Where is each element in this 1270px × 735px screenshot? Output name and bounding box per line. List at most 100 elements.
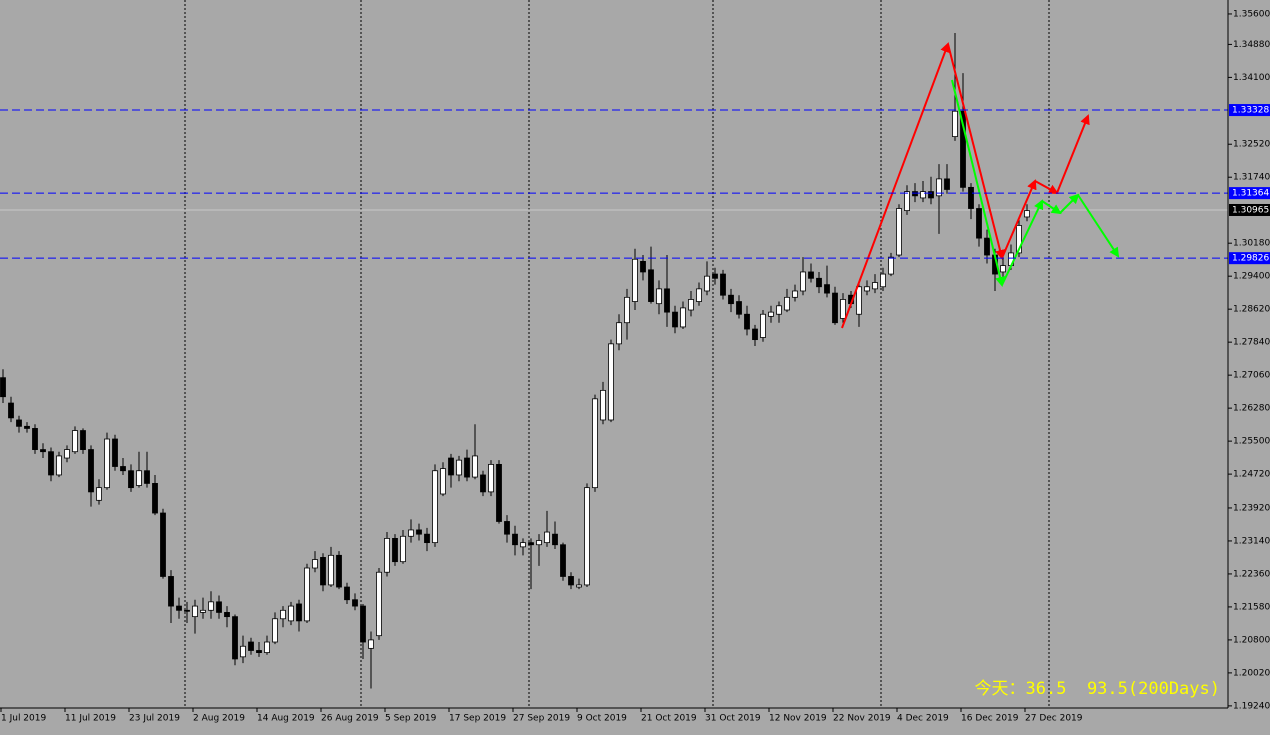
y-tick-label: 1.27060 [1233,371,1270,381]
candle-body [104,438,110,489]
candle-body [688,299,694,311]
candle-body [1016,225,1022,254]
candle-body [584,487,590,586]
green-arrow [951,79,1005,287]
y-tick-label: 1.25500 [1233,437,1270,447]
red-arrow [1056,114,1090,194]
candle-body [336,554,342,588]
candle-body [448,457,454,476]
candle-body [936,178,942,197]
level-box [1229,187,1270,200]
candle-body [928,191,934,199]
candle-body [976,208,982,239]
candle-body [640,260,646,273]
candle-body [352,599,358,607]
candle-body [360,605,366,643]
candle-body [128,470,134,489]
candle-body [48,451,54,476]
y-tick-label: 1.29400 [1233,272,1270,282]
candle-body [304,567,310,622]
green-arrow [1001,199,1044,286]
y-tick-label: 1.31740 [1233,173,1270,183]
candle-body [824,284,830,294]
candle-body [896,208,902,256]
x-tick-label: 11 Jul 2019 [65,714,116,724]
candle-body [72,430,78,453]
candle-body [416,529,422,535]
candle-body [368,639,374,649]
candle-body [728,294,734,305]
y-tick-label: 1.23920 [1233,503,1270,513]
candle-body [952,110,958,138]
y-tick-label: 1.20020 [1233,668,1270,678]
candle-body [736,301,742,315]
candle-body [696,288,702,302]
x-tick-label: 5 Sep 2019 [385,714,437,724]
candle-body [216,601,222,613]
candle-body [296,603,302,622]
y-tick-label: 1.19240 [1233,701,1270,711]
candle-body [792,290,798,298]
candle-body [776,305,782,315]
candle-body [424,533,430,544]
candle-body [632,258,638,302]
red-arrow [947,43,1005,260]
candle-body [240,645,246,658]
candle-body [520,542,526,548]
level-label: 1.31364 [1232,189,1269,199]
level-label: 1.29826 [1232,254,1269,264]
candle-body [568,576,574,586]
x-tick-label: 2 Aug 2019 [193,714,245,724]
candle-body [496,463,502,522]
candle-body [968,186,974,209]
candle-body [944,178,950,190]
y-tick-label: 1.20800 [1233,635,1270,645]
x-tick-label: 1 Jul 2019 [1,714,46,724]
candle-body [576,584,582,588]
candle-body [880,273,886,288]
candle-body [784,296,790,311]
candle-body [80,430,86,450]
candle-body [56,455,62,476]
level-label: 1.33328 [1232,106,1269,116]
candle-body [600,389,606,421]
x-tick-label: 22 Nov 2019 [833,714,891,724]
candle-body [136,470,142,486]
candle-body [744,313,750,330]
candle-body [960,110,966,188]
candle-body [816,277,822,288]
candle-body [224,612,230,618]
candle-body [256,650,262,653]
candle-body [272,618,278,643]
current-price-label: 1.30965 [1232,205,1269,215]
candle-body [768,311,774,317]
red-arrow [841,42,950,329]
candle-body [704,275,710,292]
candle-body [1024,210,1030,218]
candle-body [320,557,326,586]
green-arrow [1041,200,1062,215]
candle-body [184,609,190,612]
y-tick-label: 1.32520 [1233,140,1270,150]
candle-body [808,271,814,279]
candle-body [192,605,198,618]
candle-body [32,428,38,450]
candle-body [624,296,630,324]
candle-body [672,311,678,328]
candle-body [488,463,494,493]
candle-body [248,641,254,651]
candle-body [376,571,382,637]
y-tick-label: 1.21580 [1233,602,1270,612]
candle-body [504,521,510,535]
candle-body [280,609,286,620]
y-tick-label: 1.27840 [1233,338,1270,348]
candle-body [528,542,534,546]
candle-body [120,466,126,472]
x-tick-label: 26 Aug 2019 [321,714,379,724]
candle-body [664,288,670,313]
current-price-box [1229,203,1270,216]
candle-body [0,377,6,398]
annotation: 今天：36.5 93.5(200Days) [975,679,1220,699]
